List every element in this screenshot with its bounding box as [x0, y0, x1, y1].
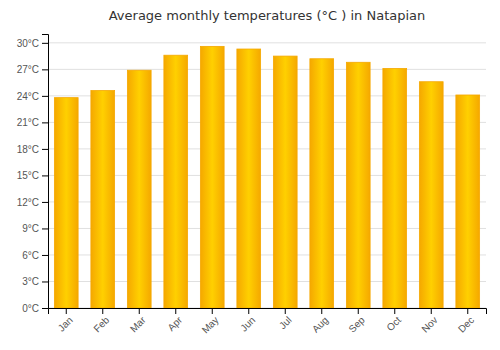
- x-tick: Feb: [91, 308, 111, 334]
- x-tick: Sep: [346, 308, 367, 335]
- y-tick-mark: [42, 69, 48, 70]
- title: Average monthly temperatures (°C ) in Na…: [109, 8, 426, 23]
- y-axis-line: [42, 35, 49, 309]
- x-tick-label: Dec: [456, 314, 476, 334]
- x-tick-mark: [102, 308, 103, 314]
- y-tick-label: 0°C: [22, 303, 39, 314]
- y-tick-mark: [42, 122, 48, 123]
- y-tick-label: 15°C: [17, 170, 39, 181]
- y-tick-mark: [42, 202, 48, 203]
- bars: [54, 46, 479, 308]
- x-tick-label: Nov: [419, 314, 439, 334]
- bar: [237, 49, 261, 308]
- x-tick-mark: [358, 308, 359, 314]
- bar: [127, 70, 151, 308]
- y-tick-mark: [42, 96, 48, 97]
- plot: 0°C 3°C 6°C 9°C 12°C 15°C 18°C 21°C 24°C 27°C 30°C…: [17, 35, 487, 336]
- y-tick-label: 21°C: [17, 117, 39, 128]
- x-tick-mark: [66, 308, 67, 314]
- x-tick-label: Jun: [238, 314, 257, 333]
- x-tick: Jun: [238, 308, 257, 334]
- x-tick: Jul: [277, 308, 294, 331]
- x-tick-label: Jan: [56, 314, 75, 333]
- bar: [419, 82, 443, 308]
- x-tick-mark: [175, 308, 176, 314]
- x-tick: Apr: [165, 308, 184, 333]
- y-tick-label: 18°C: [17, 144, 39, 155]
- bar: [383, 68, 407, 308]
- bar: [54, 98, 78, 308]
- y-tick-label: 3°C: [22, 276, 39, 287]
- y-tick: 24°C: [17, 91, 48, 102]
- x-tick: Jan: [56, 308, 75, 334]
- y-tick-mark: [42, 255, 48, 256]
- x-tick-label: Oct: [384, 314, 403, 333]
- y-tick-mark: [42, 308, 48, 309]
- y-tick-label: 9°C: [22, 223, 39, 234]
- y-tick: 27°C: [17, 64, 48, 75]
- x-axis: Jan Feb Mar Apr May Jun Jul Aug Sep Oct Nov Dec: [49, 308, 487, 336]
- y-tick: 6°C: [22, 250, 48, 261]
- bar: [91, 91, 115, 308]
- grid-line: [48, 69, 486, 70]
- y-tick: 21°C: [17, 117, 48, 128]
- x-axis-line: [49, 309, 487, 315]
- x-tick: May: [200, 308, 221, 336]
- x-tick-label: Mar: [128, 314, 148, 334]
- x-tick-mark: [212, 308, 213, 314]
- y-tick-label: 6°C: [22, 250, 39, 261]
- x-tick-label: May: [200, 314, 221, 335]
- x-tick-label: Jul: [277, 314, 294, 331]
- x-tick-mark: [321, 308, 322, 314]
- y-tick-label: 24°C: [17, 91, 39, 102]
- y-tick-label: 27°C: [17, 64, 39, 75]
- y-tick: 12°C: [17, 197, 48, 208]
- x-tick: Dec: [456, 308, 476, 335]
- y-tick-mark: [42, 228, 48, 229]
- x-tick-mark: [285, 308, 286, 314]
- y-tick: 18°C: [17, 144, 48, 155]
- x-tick-mark: [431, 308, 432, 314]
- y-tick: 30°C: [17, 38, 48, 49]
- x-tick-label: Sep: [346, 314, 367, 335]
- y-tick: 0°C: [22, 303, 48, 314]
- bar: [456, 95, 480, 308]
- x-tick: Nov: [419, 308, 439, 335]
- y-tick-mark: [42, 149, 48, 150]
- x-tick-mark: [248, 308, 249, 314]
- chart: 0°C 3°C 6°C 9°C 12°C 15°C 18°C 21°C 24°C 27°C 30°C…: [0, 0, 500, 350]
- x-tick-mark: [394, 308, 395, 314]
- x-tick: Aug: [310, 308, 330, 335]
- x-tick-mark: [467, 308, 468, 314]
- bar: [310, 59, 334, 308]
- y-tick-mark: [42, 281, 48, 282]
- x-tick-label: Apr: [165, 314, 184, 333]
- bar: [273, 56, 297, 308]
- y-tick-label: 12°C: [17, 197, 39, 208]
- x-tick-label: Feb: [91, 314, 111, 334]
- x-tick-label: Aug: [310, 314, 330, 334]
- grid-line: [48, 42, 486, 43]
- grid: [48, 43, 486, 308]
- x-tick-mark: [139, 308, 140, 314]
- y-tick-mark: [42, 175, 48, 176]
- y-axis: 0°C 3°C 6°C 9°C 12°C 15°C 18°C 21°C 24°C 27°C 30°C: [17, 35, 49, 314]
- x-tick: Mar: [128, 308, 148, 334]
- y-tick: 9°C: [22, 223, 48, 234]
- bar: [164, 55, 188, 308]
- y-tick: 3°C: [22, 276, 48, 287]
- y-tick-mark: [42, 43, 48, 44]
- bar: [200, 46, 224, 308]
- y-tick: 15°C: [17, 170, 48, 181]
- x-tick: Oct: [384, 308, 403, 333]
- y-tick-label: 30°C: [17, 38, 39, 49]
- bar: [346, 62, 370, 308]
